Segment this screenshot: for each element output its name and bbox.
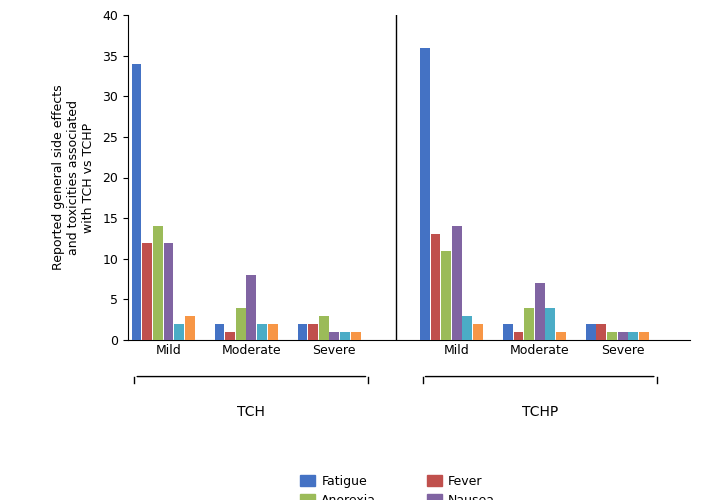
Text: TCHP: TCHP	[522, 405, 558, 419]
Bar	[473, 324, 483, 340]
Bar	[597, 324, 606, 340]
Bar	[503, 324, 513, 340]
Bar	[513, 332, 523, 340]
Bar	[607, 332, 617, 340]
Bar	[535, 283, 545, 340]
Bar	[132, 64, 141, 340]
Bar	[319, 316, 328, 340]
Bar	[268, 324, 277, 340]
Bar	[257, 324, 267, 340]
Bar	[164, 242, 173, 340]
Bar	[308, 324, 318, 340]
Bar	[451, 226, 461, 340]
Bar	[247, 275, 256, 340]
Bar	[556, 332, 566, 340]
Bar	[225, 332, 235, 340]
Bar	[441, 250, 451, 340]
Text: TCH: TCH	[237, 405, 265, 419]
Bar	[431, 234, 440, 340]
Bar	[153, 226, 163, 340]
Legend: Fatigue, Anorexia, Dry eyes, Fever, Nausea, Rash: Fatigue, Anorexia, Dry eyes, Fever, Naus…	[295, 470, 500, 500]
Bar	[351, 332, 360, 340]
Bar	[462, 316, 472, 340]
Bar	[329, 332, 339, 340]
Bar	[236, 308, 245, 340]
Bar	[639, 332, 649, 340]
Bar	[174, 324, 184, 340]
Bar	[142, 242, 152, 340]
Bar	[215, 324, 225, 340]
Bar	[297, 324, 307, 340]
Bar	[629, 332, 638, 340]
Bar	[185, 316, 195, 340]
Bar	[586, 324, 596, 340]
Bar	[420, 48, 429, 340]
Bar	[340, 332, 350, 340]
Y-axis label: Reported general side effects
and toxicities associated
with TCH vs TCHP: Reported general side effects and toxici…	[53, 84, 95, 270]
Bar	[618, 332, 628, 340]
Bar	[524, 308, 534, 340]
Bar	[545, 308, 555, 340]
